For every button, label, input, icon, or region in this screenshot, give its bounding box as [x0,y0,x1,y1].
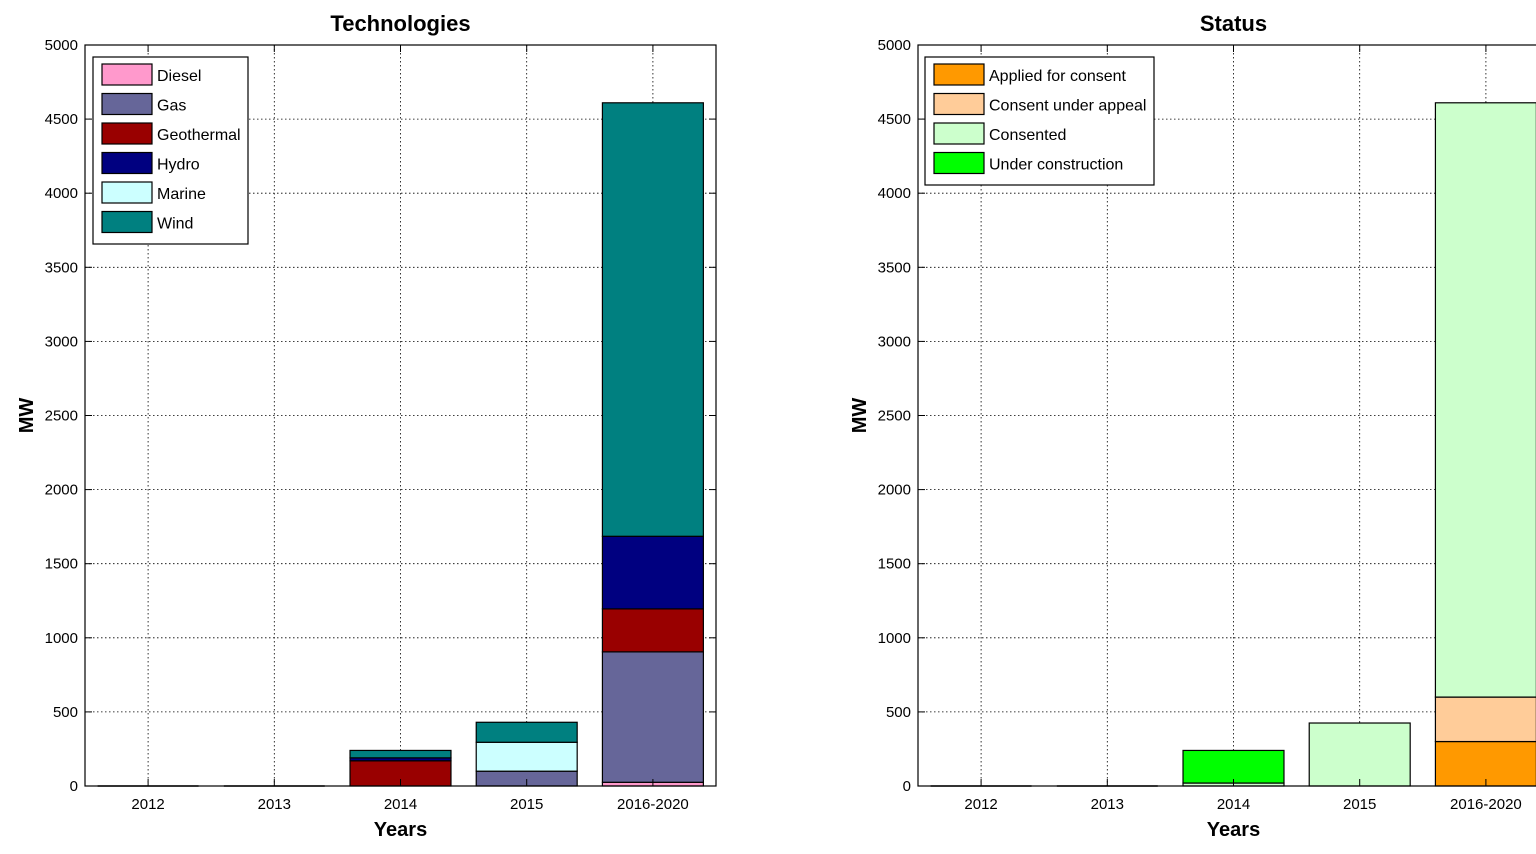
bar-segment [601,608,704,653]
bar-segment [475,741,578,772]
legend-swatch [101,210,153,234]
bar-segment [601,535,704,610]
bar-segment [349,749,452,759]
y-tick-label: 3500 [45,259,78,276]
y-tick-label: 1000 [45,630,78,647]
x-axis-label: Years [374,819,427,841]
y-tick-label: 2500 [45,408,78,425]
chart-title: Status [1200,11,1267,36]
legend-swatch [101,151,153,175]
legend-swatch [933,122,985,145]
legend-swatch [101,181,153,204]
y-tick-label: 4000 [45,185,78,202]
legend-swatch [101,92,153,116]
bar-segment [1182,749,1285,784]
legend-label: Wind [157,216,193,233]
y-tick-label: 2500 [878,408,911,425]
y-tick-label: 4500 [878,111,911,128]
y-tick-label: 2000 [878,482,911,499]
legend-label: Consented [989,127,1066,144]
legend-swatch [101,122,153,145]
y-tick-label: 500 [53,704,78,721]
x-axis-label: Years [1207,819,1260,841]
y-axis-label: MW [16,398,38,434]
y-tick-label: 4000 [878,185,911,202]
chart-title: Technologies [330,11,470,36]
y-tick-label: 2000 [45,482,78,499]
bar-segment [475,721,578,743]
y-tick-label: 4500 [45,111,78,128]
bar-segment [601,102,704,537]
legend-swatch [933,63,985,86]
x-tick-label: 2014 [1217,796,1250,813]
x-tick-label: 2015 [510,796,543,813]
bar-segment [1434,740,1536,787]
y-tick-label: 1500 [45,556,78,573]
x-tick-label: 2013 [1091,796,1124,813]
y-tick-label: 5000 [45,37,78,54]
legend-label: Diesel [157,68,201,85]
chart-panel-2: 0 500 1000 1500 2000 2500 3000 3500 4000 4500 5000… [849,11,1536,841]
y-tick-label: 3000 [45,333,78,350]
legend-label: Applied for consent [989,68,1127,85]
x-tick-label: 2012 [964,796,997,813]
y-tick-label: 3500 [878,259,911,276]
legend-label: Consent under appeal [989,98,1146,115]
x-tick-label: 2016-2020 [1450,796,1522,813]
legend-label: Geothermal [157,127,241,144]
legend-swatch [101,63,153,86]
y-tick-label: 5000 [878,37,911,54]
x-tick-label: 2014 [384,796,417,813]
bar-segment [1308,722,1411,787]
y-tick-label: 1500 [878,556,911,573]
y-tick-label: 500 [886,704,911,721]
bar-segment [601,651,704,783]
y-tick-label: 0 [70,778,78,795]
y-axis-label: MW [849,398,871,434]
x-tick-label: 2015 [1343,796,1376,813]
bar-segment [1434,696,1536,743]
legend: Diesel Gas Geothermal Hydro Marine Wind [92,56,249,245]
y-tick-label: 3000 [878,333,911,350]
legend-label: Gas [157,98,186,115]
bar-segment [1434,102,1536,698]
y-tick-label: 0 [903,778,911,795]
legend-label: Under construction [989,157,1123,174]
legend-swatch [933,92,985,116]
legend-swatch [933,151,985,175]
legend-label: Hydro [157,157,200,174]
chart-panel-1: 0 500 1000 1500 2000 2500 3000 3500 4000 4500 5000… [16,11,717,841]
x-tick-label: 2013 [258,796,291,813]
legend-label: Marine [157,186,206,203]
x-tick-label: 2016-2020 [617,796,689,813]
legend: Applied for consent Consent under appeal C… [924,56,1155,186]
x-tick-label: 2012 [131,796,164,813]
y-tick-label: 1000 [878,630,911,647]
